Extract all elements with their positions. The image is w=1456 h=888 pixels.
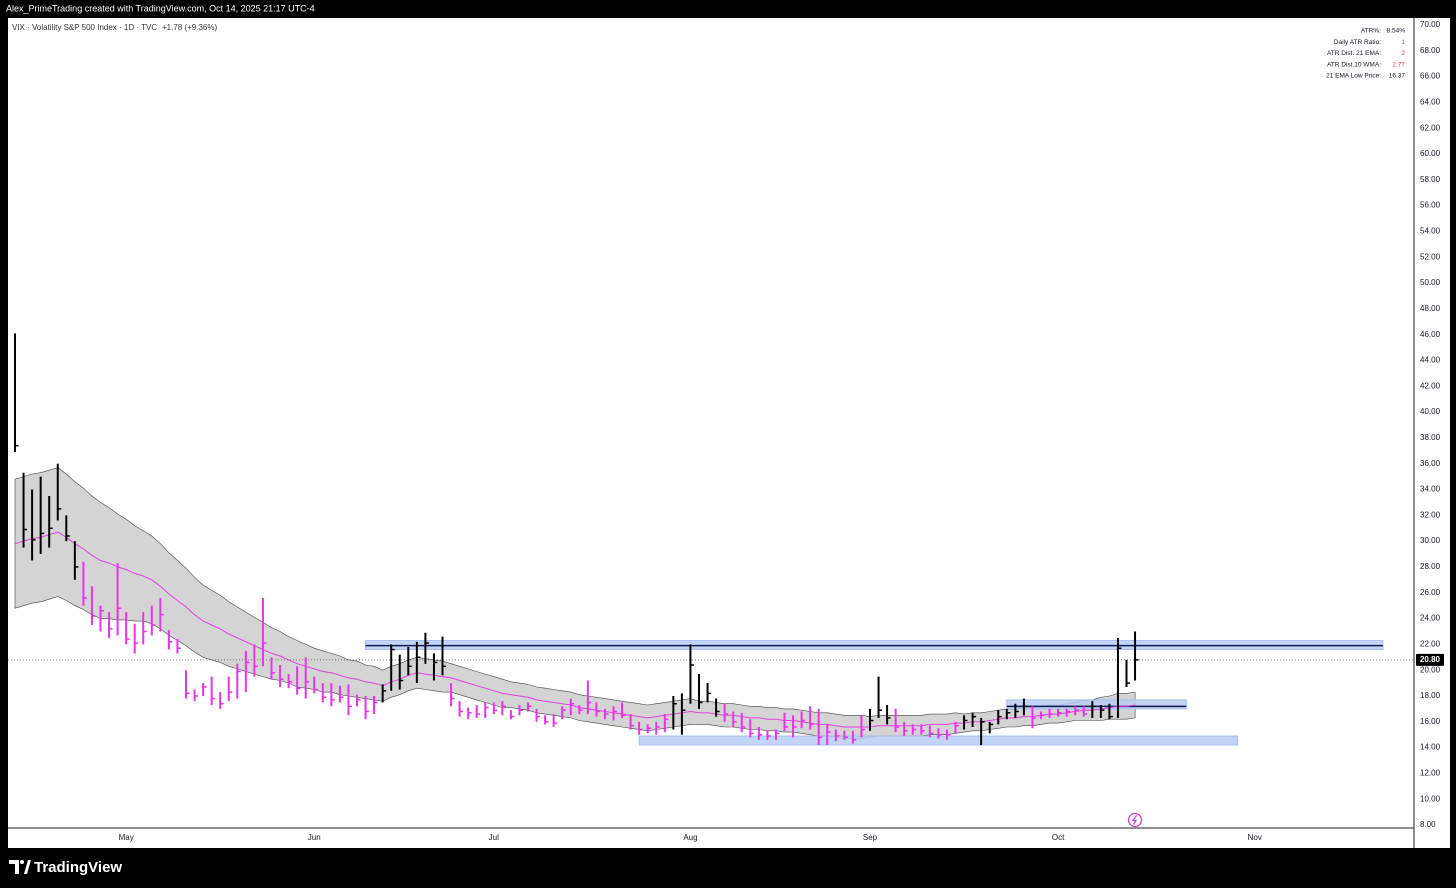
y-tick-label: 12.00 xyxy=(1420,769,1441,778)
brand: TradingView xyxy=(9,859,122,876)
stat-value: 16.37 xyxy=(1389,73,1406,80)
y-tick-label: 24.00 xyxy=(1420,614,1441,623)
stat-label: ATR Dist.10 WMA: xyxy=(1327,61,1381,68)
y-tick-label: 60.00 xyxy=(1420,149,1441,158)
y-tick-label: 8.00 xyxy=(1420,820,1436,829)
brand-icon xyxy=(9,860,19,874)
header-text: Alex_PrimeTrading created with TradingVi… xyxy=(6,3,315,13)
stat-value: 2.77 xyxy=(1392,61,1405,68)
y-tick-label: 16.00 xyxy=(1420,717,1441,726)
event-bolt xyxy=(1131,815,1138,825)
y-tick-label: 64.00 xyxy=(1420,98,1441,107)
stat-value: 8.54% xyxy=(1387,28,1406,35)
stat-value: 2 xyxy=(1401,50,1405,57)
y-tick-label: 70.00 xyxy=(1420,20,1441,29)
y-tick-label: 68.00 xyxy=(1420,46,1441,55)
stat-label: ATR Dist. 21 EMA: xyxy=(1327,50,1381,57)
stat-label: Daily ATR Ratio: xyxy=(1334,39,1381,46)
y-tick-label: 30.00 xyxy=(1420,536,1441,545)
plot-layer xyxy=(8,333,1414,746)
y-tick-label: 40.00 xyxy=(1420,407,1441,416)
y-tick-label: 10.00 xyxy=(1420,794,1441,803)
y-tick-label: 50.00 xyxy=(1420,278,1441,287)
x-tick-label: Jul xyxy=(489,833,499,842)
y-tick-label: 56.00 xyxy=(1420,201,1441,210)
x-tick-label: Aug xyxy=(683,833,697,842)
brand-name: TradingView xyxy=(34,859,122,876)
x-tick-label: Jun xyxy=(308,833,321,842)
ema-line xyxy=(14,531,1136,728)
y-tick-label: 66.00 xyxy=(1420,72,1441,81)
y-tick-label: 62.00 xyxy=(1420,123,1441,132)
brand-icon xyxy=(20,860,24,864)
event-icon xyxy=(1127,812,1143,828)
y-tick-label: 26.00 xyxy=(1420,588,1441,597)
last-price-box xyxy=(1416,653,1444,666)
zone xyxy=(1006,699,1187,710)
y-tick-label: 52.00 xyxy=(1420,252,1441,261)
y-tick-label: 48.00 xyxy=(1420,304,1441,313)
change-text: +1.78 (+9.36%) xyxy=(162,23,217,32)
y-tick-label: 14.00 xyxy=(1420,743,1441,752)
stat-label: 21 EMA Low Price: xyxy=(1326,73,1381,80)
y-tick-label: 38.00 xyxy=(1420,433,1441,442)
y-tick-label: 20.00 xyxy=(1420,665,1441,674)
x-tick-label: Oct xyxy=(1052,833,1065,842)
x-tick-label: May xyxy=(119,833,134,842)
x-tick-label: Nov xyxy=(1248,833,1262,842)
y-tick-label: 34.00 xyxy=(1420,485,1441,494)
y-tick-label: 54.00 xyxy=(1420,227,1441,236)
stat-label: ATR%: xyxy=(1361,28,1381,35)
stat-value: 1 xyxy=(1401,39,1405,46)
y-tick-label: 58.00 xyxy=(1420,175,1441,184)
brand-icon xyxy=(24,860,31,874)
y-tick-label: 46.00 xyxy=(1420,330,1441,339)
last-price-label: 20.80 xyxy=(1420,655,1441,664)
y-tick-label: 32.00 xyxy=(1420,510,1441,519)
x-tick-label: Sep xyxy=(863,833,878,842)
y-tick-label: 22.00 xyxy=(1420,639,1441,648)
y-tick-label: 18.00 xyxy=(1420,691,1441,700)
y-tick-label: 28.00 xyxy=(1420,562,1441,571)
y-tick-label: 36.00 xyxy=(1420,459,1441,468)
y-tick-label: 42.00 xyxy=(1420,381,1441,390)
y-tick-label: 44.00 xyxy=(1420,356,1441,365)
legend-text: VIX · Volatility S&P 500 Index · 1D · TV… xyxy=(12,23,157,32)
